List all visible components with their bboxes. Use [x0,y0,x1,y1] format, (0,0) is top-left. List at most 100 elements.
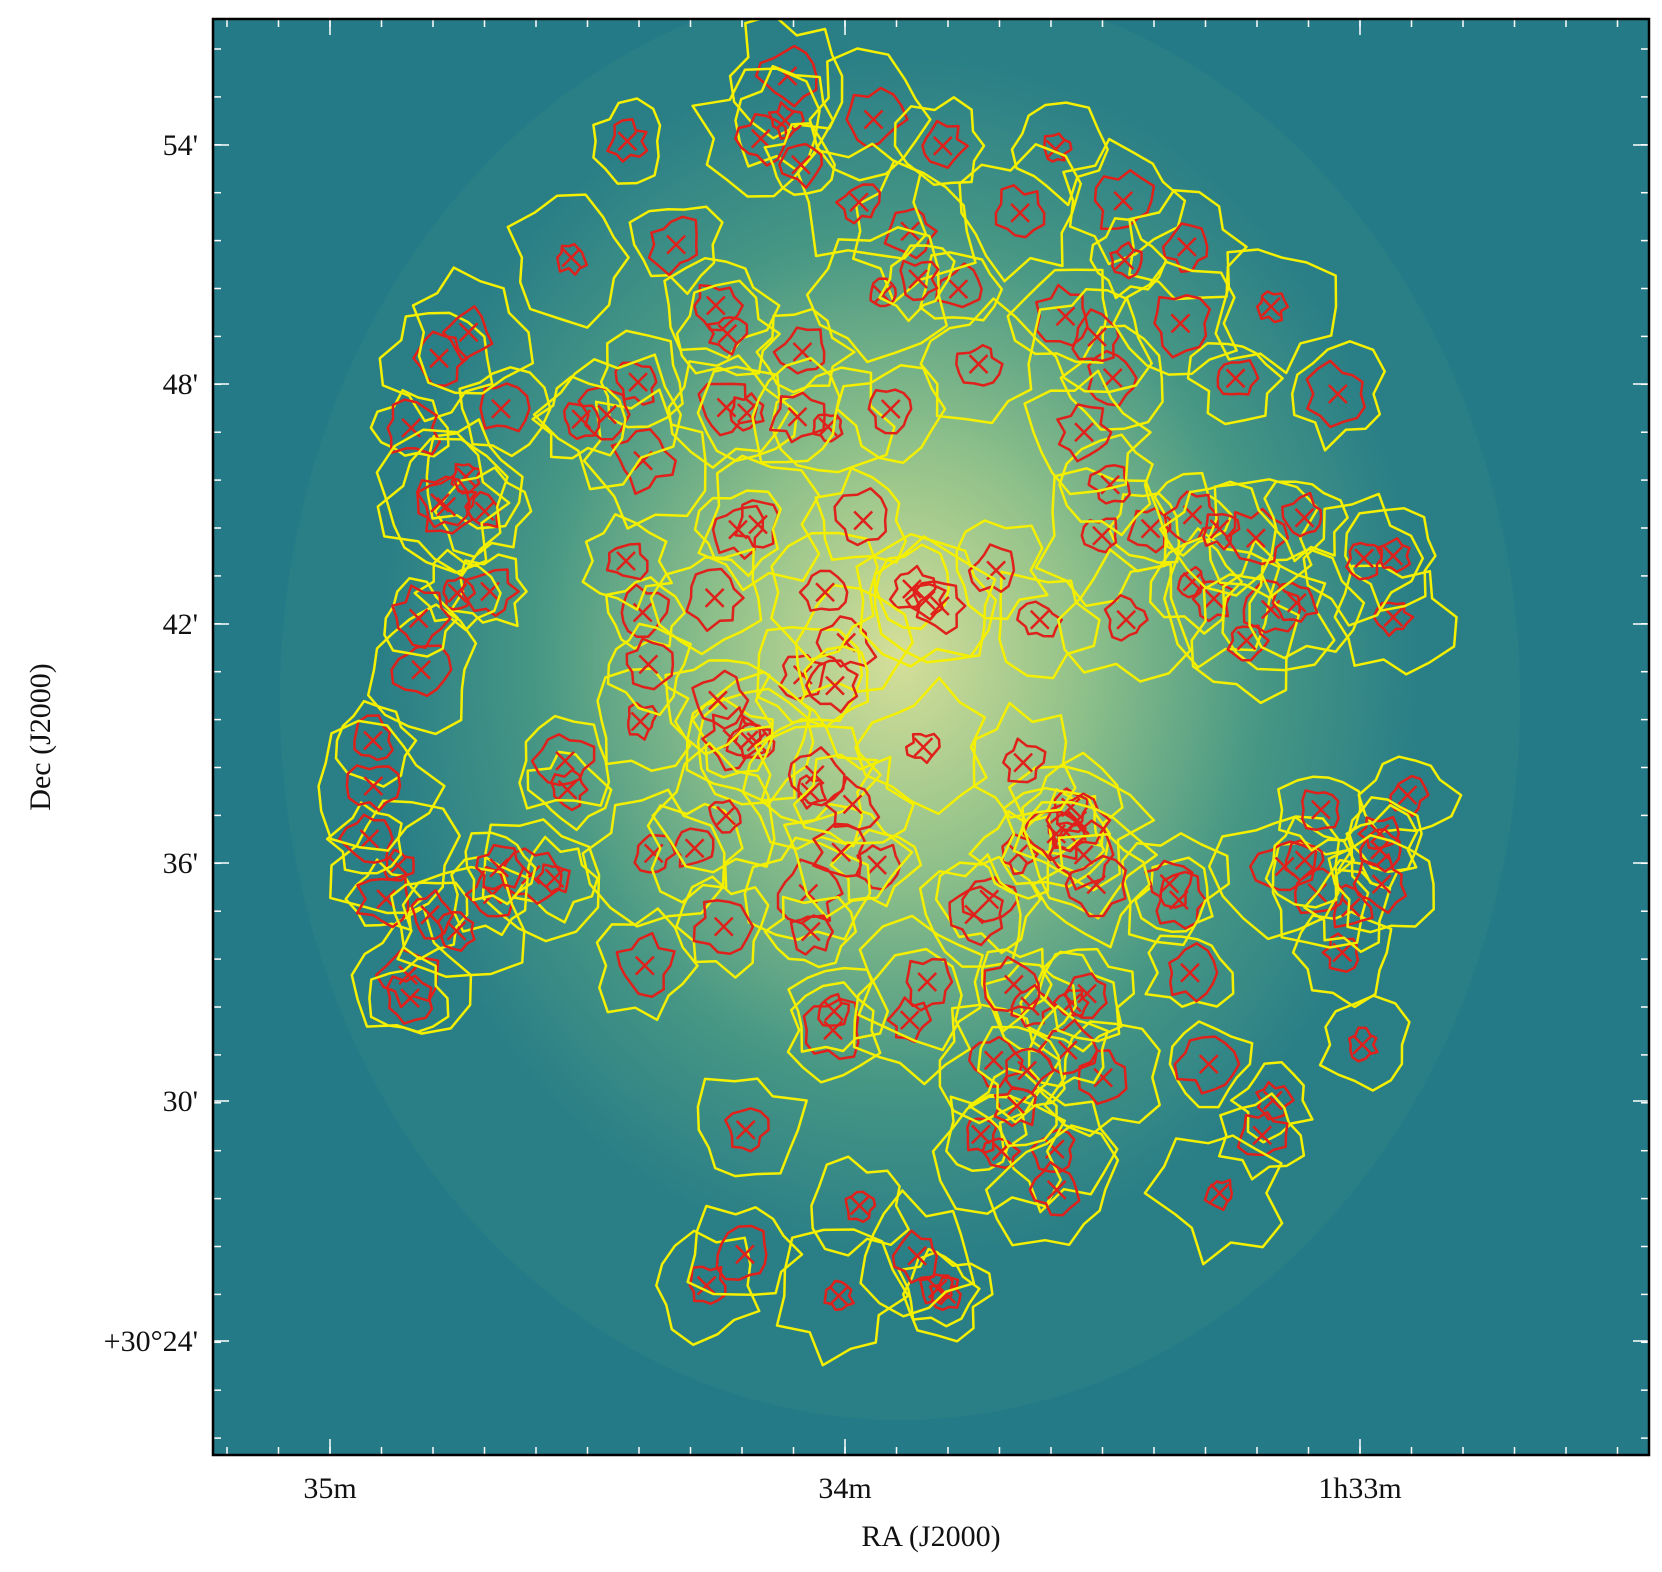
contour [1302,492,1425,627]
source-marker [561,247,582,268]
source-marker [983,1050,1004,1071]
contour [1214,248,1338,375]
source-marker [825,675,845,696]
source-marker [716,805,736,826]
source-marker [597,404,617,425]
source-marker [1013,752,1034,773]
contour [1333,564,1458,676]
source-marker [750,128,771,149]
contour [581,788,726,928]
source-marker [853,510,874,531]
contour [693,283,744,332]
contours [317,19,1463,1367]
contour [787,966,890,1053]
contour [696,365,798,463]
source-marker [489,857,509,878]
contour [450,854,529,937]
contour [802,997,860,1061]
source-marker [979,889,1000,910]
contour [605,542,649,581]
source-marker [1073,844,1094,865]
contour [1010,101,1109,207]
contour [1173,1035,1241,1095]
y-tick-label: 42' [163,608,198,641]
contour [966,1117,998,1154]
contour [506,193,630,329]
contour [994,184,1046,239]
contour [1032,833,1151,949]
source-marker [1236,630,1257,651]
source-marker [458,322,479,343]
x-tick-label: 35m [303,1472,356,1505]
source-marker [1294,850,1315,871]
source-marker [571,409,592,429]
contour [724,1107,770,1153]
contour [1327,834,1435,934]
contour [886,996,933,1044]
contour [647,215,699,277]
source-marker [867,855,887,875]
contour [934,855,1042,955]
contour [873,535,997,664]
source-marker [1017,1060,1037,1081]
contour [615,931,676,999]
contour [919,251,1004,322]
source-marker [936,1284,957,1305]
contour [675,875,770,979]
contour [904,583,947,621]
contour [1143,1134,1284,1266]
contour [1263,480,1349,563]
contour [412,330,469,387]
source-marker [630,711,651,732]
contour [415,474,478,535]
source-marker [913,737,934,757]
contour [685,567,745,632]
contour [1006,268,1108,364]
source-marker [1383,545,1404,566]
contour [833,487,888,547]
contour [1032,288,1153,394]
contour [696,1077,808,1178]
source-marker [1176,236,1197,257]
contour [526,750,613,832]
source-marker [708,690,728,711]
contour [436,911,476,953]
source-marker [1397,785,1418,805]
y-tick-label: 36' [163,847,198,880]
contour [1028,1160,1081,1217]
contour [1080,517,1118,554]
contour [734,113,788,167]
source-marker [713,916,734,937]
contour [855,532,998,668]
contour [1207,478,1320,599]
contour [441,305,494,362]
contour [763,122,836,196]
source-marker [1354,548,1374,569]
contour [479,382,531,433]
x-tick-label: 34m [818,1472,871,1505]
contour [1056,403,1113,463]
contour [1126,507,1172,554]
source-marker [1383,607,1404,627]
source-marker [735,1244,755,1265]
y-tick-label: 30' [163,1085,198,1118]
contour [805,226,948,364]
contour [767,101,805,140]
source-marker [828,1285,849,1306]
contour [1290,340,1386,452]
source-marker [968,354,989,374]
contour [1144,934,1235,1008]
contour [817,992,850,1027]
source-marker [408,608,429,629]
contour [1284,839,1325,882]
contour [814,466,907,564]
contour [1293,867,1345,915]
contour [711,504,765,560]
source-marker [363,730,383,751]
contour [1121,832,1231,947]
source-marker [1006,1095,1027,1116]
contour [859,1189,976,1318]
contour [390,644,453,698]
contour [599,329,684,429]
contour [1023,369,1152,496]
